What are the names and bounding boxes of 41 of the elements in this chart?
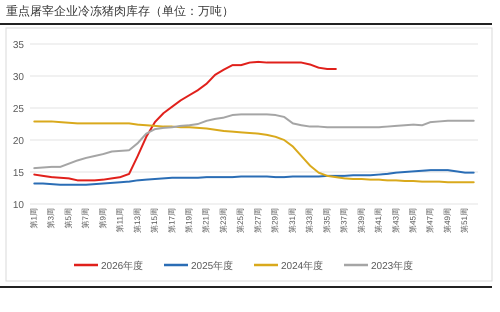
y-tick-label: 20 (12, 136, 24, 147)
x-tick-label: 第7周 (81, 208, 90, 228)
x-tick-label: 第33周 (305, 208, 314, 233)
line-series (33, 169, 475, 186)
y-tick-label: 35 (12, 40, 24, 51)
x-tick-label: 第47周 (426, 208, 435, 233)
x-tick-label: 第13周 (132, 208, 142, 233)
x-tick-label: 第21周 (202, 208, 211, 233)
x-tick-label: 第35周 (322, 208, 332, 233)
x-tick-label: 第17周 (167, 208, 176, 233)
x-tick-label: 第51周 (460, 208, 470, 233)
x-tick-label: 第9周 (98, 208, 108, 228)
legend-label: 2026年度 (101, 260, 144, 272)
x-tick-label: 第25周 (236, 208, 246, 233)
legend-label: 2023年度 (371, 260, 414, 272)
x-tick-label: 第11周 (116, 208, 125, 232)
chart-title: 重点屠宰企业冷冻猪肉库存（单位：万吨） (6, 4, 234, 18)
x-tick-label: 第29周 (270, 208, 280, 233)
line-series (33, 60, 337, 182)
x-tick-label: 第19周 (184, 208, 194, 233)
x-tick-label: 第15周 (150, 208, 160, 233)
y-tick-label: 30 (12, 72, 24, 83)
x-tick-label: 第27周 (253, 208, 262, 233)
line-series (33, 120, 475, 184)
x-tick-label: 第1周 (29, 208, 38, 228)
legend-label: 2025年度 (191, 260, 234, 272)
x-tick-label: 第41周 (374, 208, 384, 233)
x-tick-label: 第37周 (340, 208, 349, 233)
x-tick-label: 第23周 (218, 208, 228, 233)
y-tick-label: 10 (12, 200, 24, 211)
x-tick-label: 第43周 (391, 208, 400, 233)
y-tick-label: 15 (12, 168, 24, 179)
x-tick-label: 第45周 (408, 208, 418, 233)
line-series (33, 113, 475, 170)
legend-label: 2024年度 (281, 260, 324, 272)
x-tick-label: 第49周 (442, 208, 452, 233)
y-tick-label: 25 (12, 104, 24, 115)
x-tick-label: 第3周 (46, 208, 56, 228)
x-tick-label: 第39周 (356, 208, 366, 233)
x-tick-label: 第31周 (288, 208, 297, 233)
x-tick-label: 第5周 (64, 208, 73, 228)
